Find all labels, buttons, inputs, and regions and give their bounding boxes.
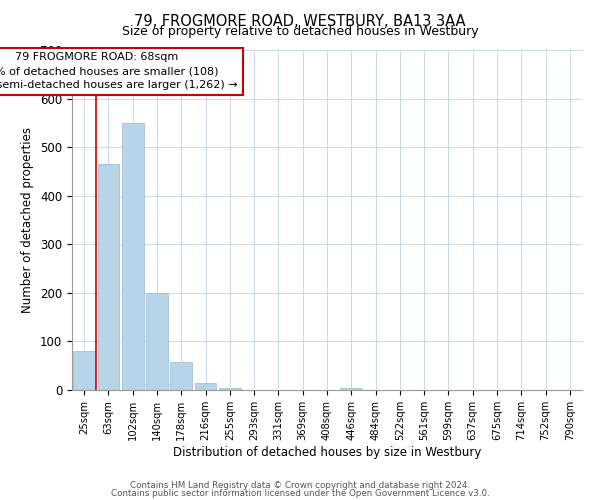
Text: 79, FROGMORE ROAD, WESTBURY, BA13 3AA: 79, FROGMORE ROAD, WESTBURY, BA13 3AA [134,14,466,30]
Y-axis label: Number of detached properties: Number of detached properties [22,127,34,313]
Bar [194,382,217,390]
X-axis label: Distribution of detached houses by size in Westbury: Distribution of detached houses by size … [173,446,481,458]
Bar [73,351,95,390]
Text: Contains HM Land Registry data © Crown copyright and database right 2024.: Contains HM Land Registry data © Crown c… [130,481,470,490]
Bar [219,388,241,390]
Text: Contains public sector information licensed under the Open Government Licence v3: Contains public sector information licen… [110,488,490,498]
Bar [340,388,362,390]
Text: Size of property relative to detached houses in Westbury: Size of property relative to detached ho… [122,25,478,38]
Bar [97,164,119,390]
Bar [170,362,192,390]
Bar [146,293,168,390]
Bar [122,123,143,390]
Text: 79 FROGMORE ROAD: 68sqm
← 8% of detached houses are smaller (108)
92% of semi-de: 79 FROGMORE ROAD: 68sqm ← 8% of detached… [0,52,238,90]
